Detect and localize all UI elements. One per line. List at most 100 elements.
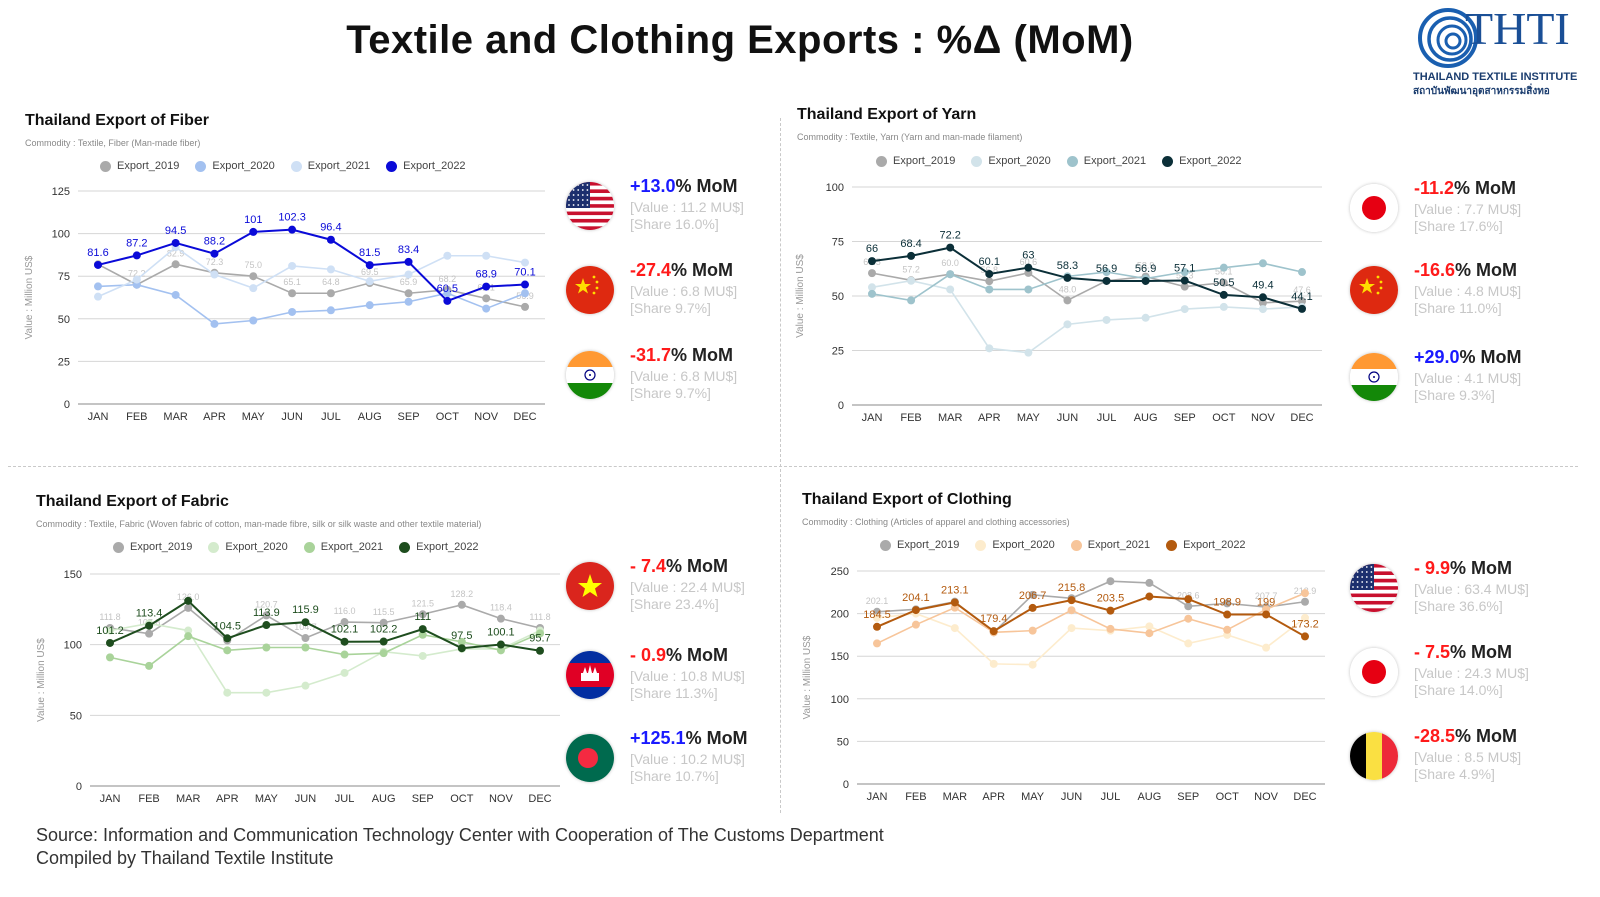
faded-data-label: 65.9: [400, 277, 418, 287]
china-flag: [566, 266, 614, 314]
india-flag: [566, 351, 614, 399]
legend-label: Export_2020: [992, 539, 1055, 551]
clothing-country-usa: - 9.9% MoM [Value : 63.4 MU$] [Share 36.6%…: [1350, 558, 1550, 634]
data-point: [1223, 599, 1232, 608]
legend-label: Export_2020: [212, 160, 275, 172]
legend-label: Export_2021: [1087, 539, 1151, 551]
data-point: [262, 621, 271, 630]
data-point: [1262, 643, 1271, 652]
data-label: 83.4: [398, 244, 419, 256]
data-label: 96.4: [320, 222, 341, 234]
logo-text: THTI: [1465, 3, 1570, 54]
bangladesh-flag-icon: [566, 734, 614, 782]
yarn-legend: Export_2019 Export_2020 Export_2021 Export_…: [876, 155, 1242, 167]
data-point: [911, 620, 920, 629]
data-point: [521, 280, 529, 289]
data-point: [171, 260, 180, 269]
data-point: [340, 637, 349, 646]
x-tick-label: AUG: [1137, 791, 1161, 803]
cambodia-flag: [566, 651, 614, 699]
data-point: [379, 649, 388, 658]
data-point: [249, 272, 258, 281]
faded-data-label: 48.0: [1059, 284, 1077, 294]
source-note: Source: Information and Communication Te…: [36, 825, 884, 845]
faded-data-label: 116.0: [334, 606, 356, 616]
legend-item: Export_2020: [975, 539, 1055, 551]
fabric-country-cambodia: - 0.9% MoM [Value : 10.8 MU$] [Share 11.3%…: [566, 645, 766, 721]
data-label: 68.4: [900, 238, 921, 250]
export-share: [Share 17.6%]: [1414, 218, 1503, 234]
legend-item: Export_2021: [1070, 539, 1151, 551]
vietnam-flag: [566, 562, 614, 610]
series-line-export_2021: [876, 592, 1306, 645]
data-point: [1258, 293, 1267, 302]
data-point: [106, 653, 114, 662]
export-value: [Value : 8.5 MU$]: [1414, 749, 1522, 765]
legend-item: Export_2019: [876, 155, 955, 167]
fiber-panel-title: Thailand Export of Fiber: [25, 112, 210, 129]
series-line-export_2019: [97, 263, 526, 308]
faded-data-label: 58.9: [1137, 261, 1155, 271]
data-point: [404, 297, 413, 306]
japan-flag-icon: [1350, 184, 1398, 232]
faded-data-label: 60.6: [1020, 257, 1038, 267]
series-line-export_2022: [876, 595, 1306, 638]
legend-label: Export_2022: [1183, 539, 1246, 551]
belgium-flag: [1350, 732, 1398, 780]
data-point: [418, 630, 427, 639]
data-label: 56.9: [1135, 263, 1156, 275]
faded-data-label: 128.2: [451, 589, 474, 599]
data-point: [326, 289, 335, 298]
fabric-panel-title: Thailand Export of Fabric: [36, 493, 229, 510]
y-tick-label: 0: [838, 400, 844, 412]
y-tick-label: 75: [832, 237, 844, 249]
x-tick-label: SEP: [1177, 791, 1199, 803]
mom-suffix: % MoM: [666, 645, 729, 665]
yarn-country-china: -16.6% MoM [Value : 4.8 MU$] [Share 11.0%]: [1350, 260, 1550, 336]
data-point: [379, 637, 388, 646]
data-point: [262, 611, 271, 620]
mom-percent: -11.2: [1414, 178, 1455, 198]
clothing-panel-title: Thailand Export of Clothing: [802, 491, 1012, 508]
export-share: [Share 11.0%]: [1414, 300, 1502, 316]
data-point: [1028, 590, 1037, 599]
faded-data-label: 111.8: [99, 612, 120, 622]
data-point: [1145, 629, 1154, 638]
data-label: 44.1: [1291, 291, 1312, 303]
legend-item: Export_2022: [1162, 155, 1242, 167]
x-tick-label: SEP: [398, 411, 420, 423]
data-point: [249, 316, 258, 325]
data-point: [404, 257, 413, 266]
legend-swatch: [208, 541, 220, 553]
x-tick-label: MAR: [943, 791, 968, 803]
faded-data-label: 104.7: [294, 622, 317, 632]
export-share: [Share 14.0%]: [1414, 682, 1503, 698]
series-line-export_2020: [876, 612, 1306, 666]
x-tick-label: JUN: [1061, 791, 1082, 803]
series-line-export_2020: [871, 279, 1303, 354]
x-tick-label: MAY: [255, 793, 279, 805]
x-tick-label: JAN: [862, 412, 883, 424]
data-point: [418, 610, 427, 619]
clothing-country-japan: - 7.5% MoM [Value : 24.3 MU$] [Share 14.0%…: [1350, 642, 1550, 718]
x-tick-label: APR: [203, 411, 226, 423]
data-label: 97.5: [451, 630, 472, 642]
legend-swatch: [1070, 539, 1082, 551]
export-value: [Value : 4.1 MU$]: [1414, 370, 1522, 386]
data-point: [536, 646, 544, 655]
mom-suffix: % MoM: [671, 260, 734, 280]
export-value: [Value : 10.8 MU$]: [630, 668, 745, 684]
data-label: 81.6: [87, 247, 108, 259]
data-label: 66: [866, 243, 878, 255]
y-axis-label: Value : Million US$: [24, 255, 35, 339]
faded-data-label: 47.6: [1293, 285, 1311, 295]
legend-item: Export_2020: [208, 541, 288, 553]
y-tick-label: 100: [64, 640, 82, 652]
data-point: [249, 227, 258, 236]
x-tick-label: DEC: [1293, 791, 1316, 803]
faded-data-label: 60.0: [941, 258, 959, 268]
data-point: [521, 302, 529, 311]
legend-swatch: [386, 160, 398, 172]
clothing-legend: Export_2019 Export_2020 Export_2021 Export_…: [880, 539, 1246, 551]
mom-suffix: % MoM: [1459, 347, 1522, 367]
